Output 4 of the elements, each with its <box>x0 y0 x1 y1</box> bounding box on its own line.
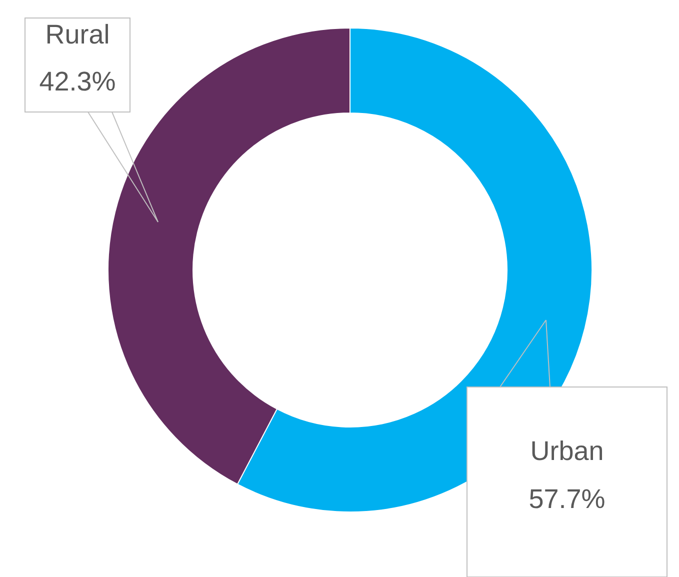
slice-label: Rural <box>45 20 110 50</box>
data-label: 42.3% <box>39 66 116 96</box>
data-label: 57.7% <box>528 484 606 514</box>
slice-label: Urban <box>530 436 604 466</box>
